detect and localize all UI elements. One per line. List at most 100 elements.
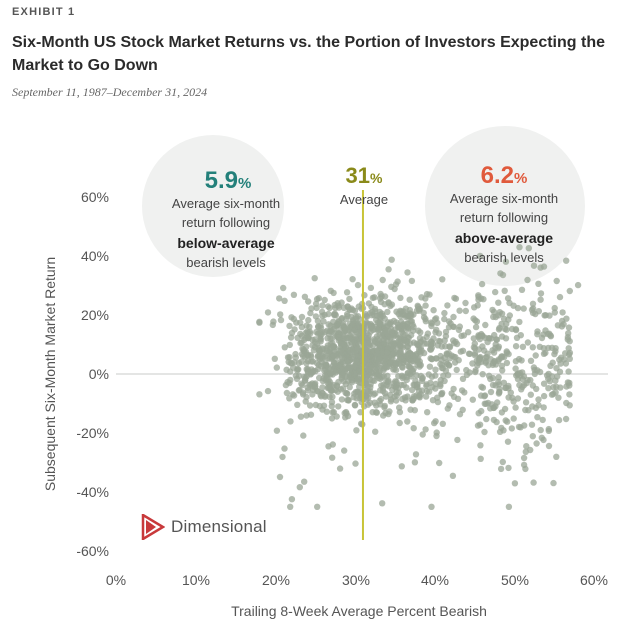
scatter-point: [505, 394, 512, 401]
scatter-point: [495, 378, 502, 386]
scatter-point: [499, 367, 506, 374]
scatter-point: [444, 405, 451, 412]
scatter-point: [504, 438, 512, 445]
scatter-point: [376, 356, 383, 363]
scatter-point: [392, 281, 400, 288]
dimensional-logo-text: Dimensional: [171, 517, 267, 536]
scatter-point: [533, 385, 540, 393]
scatter-point: [516, 318, 523, 326]
scatter-point: [362, 386, 370, 393]
scatter-point: [408, 386, 416, 394]
scatter-point: [564, 336, 571, 343]
scatter-point: [309, 369, 316, 376]
x-tick-label: 40%: [421, 572, 449, 588]
scatter-point: [333, 413, 340, 420]
scatter-point: [344, 350, 351, 357]
scatter-point: [417, 391, 424, 398]
scatter-point: [406, 313, 413, 320]
scatter-point: [423, 382, 430, 390]
scatter-point: [341, 341, 348, 348]
scatter-point: [387, 398, 395, 405]
scatter-point: [377, 401, 384, 408]
scatter-point: [551, 304, 558, 312]
scatter-point: [552, 389, 559, 396]
scatter-point: [517, 424, 524, 431]
scatter-point: [561, 356, 568, 363]
scatter-point: [397, 307, 404, 314]
average-label: Average: [340, 192, 388, 207]
scatter-point: [342, 315, 350, 323]
scatter-point: [462, 307, 469, 315]
scatter-point: [538, 334, 546, 342]
scatter-point: [323, 408, 330, 415]
scatter-point: [460, 332, 468, 339]
scatter-point: [276, 473, 284, 481]
scatter-point: [316, 329, 323, 337]
scatter-point: [445, 318, 453, 325]
scatter-point: [574, 281, 582, 289]
scatter-point: [402, 305, 409, 312]
dimensional-logo: Dimensional: [141, 514, 267, 540]
scatter-point: [346, 295, 353, 303]
chart-title: Six-Month US Stock Market Returns vs. th…: [12, 34, 605, 74]
scatter-point: [512, 365, 519, 372]
scatter-point: [367, 284, 375, 292]
scatter-point: [330, 289, 337, 297]
scatter-point: [439, 361, 446, 369]
scatter-point: [383, 364, 391, 371]
scatter-point: [503, 348, 510, 355]
scatter-point: [410, 425, 417, 432]
scatter-point: [329, 454, 336, 461]
scatter-point: [396, 408, 404, 416]
scatter-point: [502, 384, 510, 391]
y-tick-label: 20%: [81, 307, 109, 323]
scatter-point: [376, 320, 383, 327]
scatter-point: [450, 337, 457, 344]
scatter-point: [407, 350, 414, 357]
scatter-point: [499, 458, 506, 466]
scatter-point: [493, 418, 500, 426]
scatter-point: [321, 367, 328, 374]
scatter-point: [454, 395, 462, 402]
scatter-point: [512, 343, 520, 350]
scatter-point: [432, 372, 439, 379]
scatter-point: [339, 355, 346, 362]
scatter-point: [298, 313, 306, 321]
scatter-point: [535, 396, 542, 403]
scatter-point: [404, 418, 411, 425]
scatter-point: [421, 340, 428, 347]
scatter-point: [271, 355, 278, 362]
scatter-point: [256, 391, 263, 398]
scatter-point: [500, 427, 507, 434]
scatter-point: [341, 447, 348, 454]
scatter-point: [540, 392, 548, 400]
scatter-point: [390, 366, 397, 373]
scatter-point: [286, 322, 293, 330]
scatter-point: [365, 300, 373, 307]
scatter-point: [422, 318, 429, 325]
scatter-point: [439, 420, 446, 427]
scatter-point: [412, 451, 420, 458]
scatter-point: [423, 333, 430, 341]
scatter-point: [372, 428, 379, 435]
scatter-point: [426, 363, 434, 370]
scatter-point: [496, 309, 503, 316]
scatter-point: [538, 434, 545, 441]
scatter-point: [487, 388, 495, 396]
scatter-point: [545, 425, 552, 433]
scatter-point: [498, 320, 505, 328]
scatter-point: [363, 312, 370, 320]
scatter-point: [319, 389, 326, 397]
scatter-point: [273, 364, 280, 371]
scatter-point: [344, 357, 351, 364]
scatter-point: [304, 351, 311, 359]
scatter-point: [404, 269, 411, 276]
scatter-point: [413, 340, 420, 347]
scatter-point: [290, 364, 297, 371]
scatter-point: [476, 421, 484, 428]
scatter-point: [562, 350, 569, 357]
scatter-point: [557, 360, 564, 367]
scatter-point: [281, 445, 288, 452]
scatter-point: [321, 296, 328, 304]
scatter-point: [475, 296, 482, 303]
